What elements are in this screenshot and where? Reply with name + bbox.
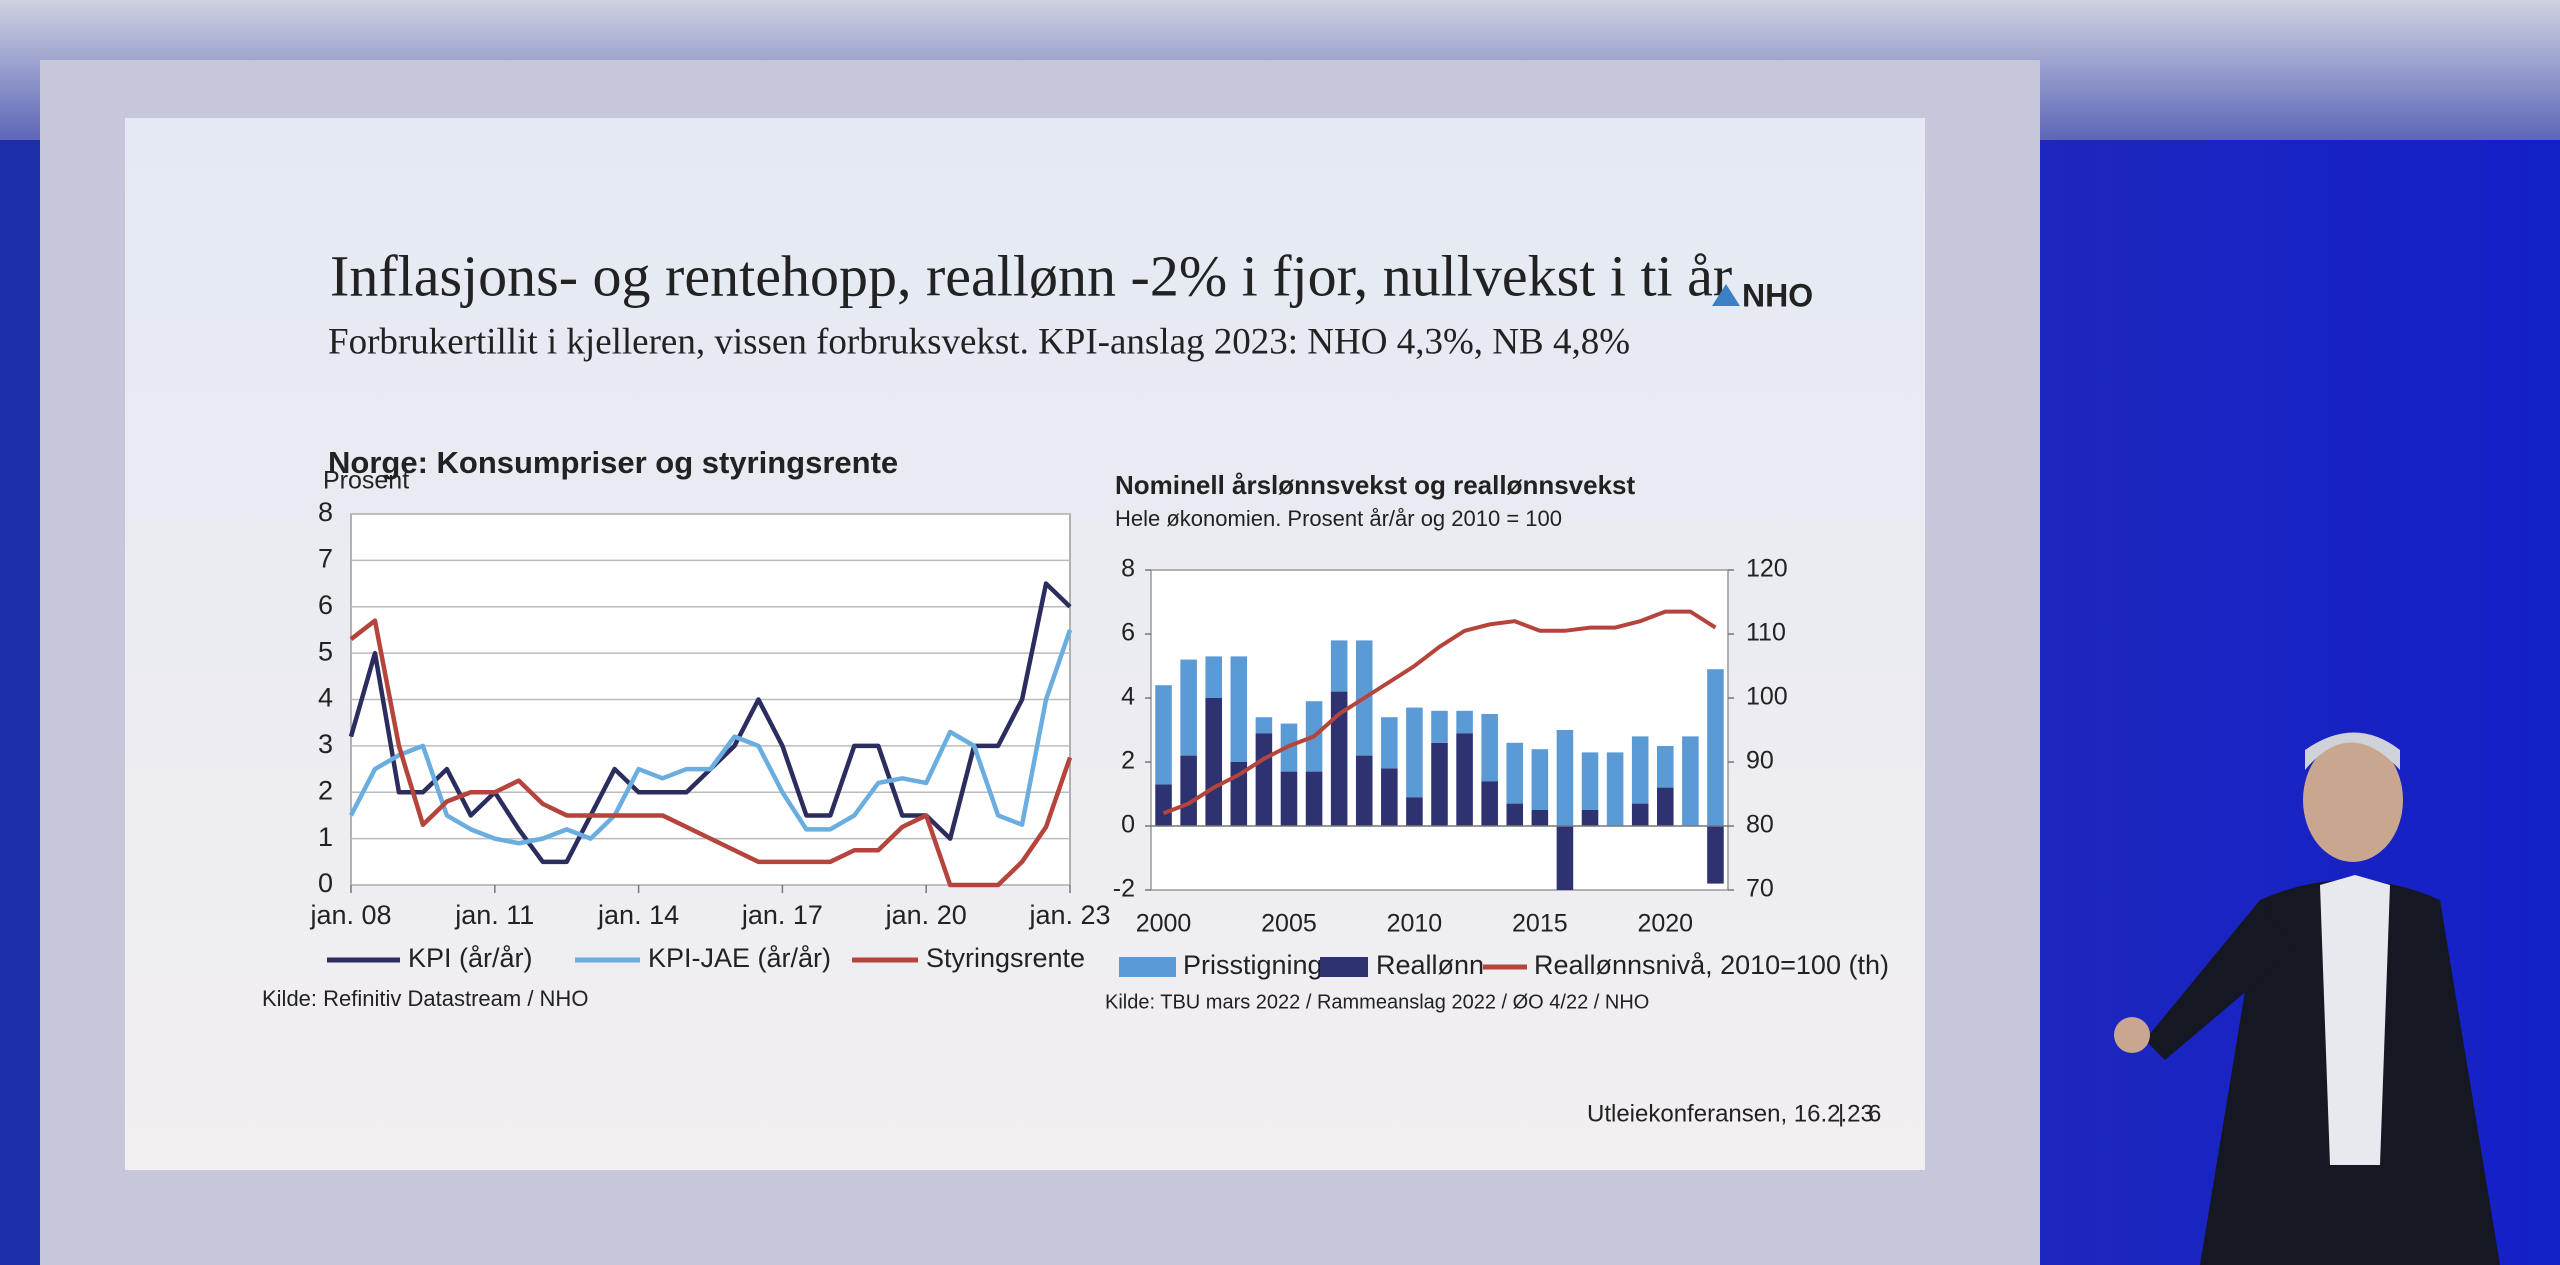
- legend-label: KPI-JAE (år/år): [648, 943, 831, 973]
- logo-icon: [1712, 284, 1740, 306]
- bar: [1481, 781, 1498, 826]
- y2-tick-label: 70: [1746, 875, 1774, 903]
- chart-title: Nominell årslønnsvekst og reallønnsvekst: [1115, 470, 1636, 500]
- x-tick-label: 2015: [1512, 910, 1568, 938]
- legend-label: Reallønnsnivå, 2010=100 (th): [1534, 950, 1889, 980]
- bar: [1230, 656, 1248, 762]
- y-tick-label: 1: [318, 822, 333, 852]
- bar: [1657, 746, 1674, 788]
- bar: [1355, 755, 1373, 826]
- bar: [1581, 810, 1599, 826]
- bar: [1531, 810, 1549, 826]
- y-tick-label: 4: [318, 683, 333, 713]
- footer-separator: |: [1838, 1100, 1844, 1127]
- x-tick-label: jan. 11: [454, 900, 534, 930]
- bar: [1255, 717, 1273, 734]
- bar: [1606, 752, 1624, 826]
- bar: [1305, 771, 1323, 826]
- bar: [1431, 710, 1448, 743]
- y2-tick-label: 90: [1746, 747, 1774, 775]
- y-tick-label: 8: [1121, 555, 1135, 583]
- bar: [1180, 755, 1197, 826]
- legend-label: Prisstigning: [1183, 950, 1323, 980]
- y2-tick-label: 120: [1746, 555, 1788, 583]
- series-line: [349, 629, 1073, 846]
- series-line: [349, 618, 1073, 888]
- bar: [1657, 787, 1674, 826]
- legend-label: Reallønn: [1376, 950, 1484, 980]
- bar: [1381, 768, 1398, 826]
- y-tick-label: -2: [1113, 875, 1135, 903]
- bar: [1406, 707, 1423, 798]
- x-tick-label: jan. 08: [309, 900, 391, 930]
- bar: [1556, 826, 1574, 890]
- legend-swatch: [1320, 957, 1368, 977]
- bar: [1481, 714, 1498, 782]
- x-tick-label: jan. 20: [885, 900, 967, 930]
- bar: [1506, 803, 1524, 826]
- slide-subtitle: Forbrukertillit i kjelleren, vissen forb…: [328, 321, 1630, 362]
- y2-tick-label: 110: [1746, 619, 1786, 647]
- logo: NHO: [1742, 277, 1813, 313]
- bar: [1155, 784, 1172, 826]
- x-tick-label: 2010: [1387, 910, 1443, 938]
- x-tick-label: jan. 23: [1028, 900, 1110, 930]
- x-tick-label: 2020: [1637, 910, 1693, 938]
- source: Kilde: Refinitiv Datastream / NHO: [262, 986, 588, 1011]
- bar: [1456, 733, 1473, 826]
- bar: [1205, 656, 1222, 698]
- y-tick-label: 0: [1121, 811, 1135, 839]
- source: Kilde: TBU mars 2022 / Rammeanslag 2022 …: [1105, 991, 1649, 1013]
- y-tick-label: 0: [318, 868, 333, 898]
- page-number: 6: [1868, 1100, 1881, 1127]
- bar: [1280, 771, 1298, 826]
- bar: [1631, 736, 1649, 804]
- x-tick-label: 2005: [1261, 910, 1317, 938]
- bar: [1205, 698, 1222, 826]
- bar: [1506, 742, 1524, 804]
- bar: [1707, 669, 1724, 826]
- bar: [1330, 640, 1348, 692]
- bar: [1556, 730, 1574, 826]
- bar: [1155, 685, 1172, 785]
- chart-subtitle: Hele økonomien. Prosent år/år og 2010 = …: [1115, 506, 1562, 531]
- series-line: [1162, 609, 1717, 816]
- y-tick-label: 7: [318, 544, 333, 574]
- legend-swatch: [1119, 957, 1176, 977]
- y-tick-label: 3: [318, 729, 333, 759]
- bar: [1707, 826, 1724, 884]
- y2-tick-label: 80: [1746, 811, 1774, 839]
- y-tick-label: 5: [318, 636, 333, 666]
- bar: [1180, 659, 1197, 756]
- footer: Utleiekonferansen, 16.2.23: [1587, 1100, 1874, 1127]
- y-tick-label: 4: [1121, 683, 1135, 711]
- bar: [1531, 749, 1549, 810]
- y-tick-label: 2: [1121, 747, 1135, 775]
- bar: [1381, 717, 1398, 769]
- x-tick-label: 2000: [1136, 910, 1192, 938]
- y-axis-label: Prosent: [323, 467, 409, 495]
- y-tick-label: 6: [318, 590, 333, 620]
- x-tick-label: jan. 14: [597, 900, 679, 930]
- bar: [1431, 742, 1448, 826]
- bar: [1581, 752, 1599, 810]
- legend-label: KPI (år/år): [408, 943, 533, 973]
- x-tick-label: jan. 17: [741, 900, 823, 930]
- y-tick-label: 8: [318, 497, 333, 527]
- bar: [1406, 797, 1423, 826]
- bar: [1456, 710, 1473, 734]
- bar: [1330, 691, 1348, 826]
- chart-title: Norge: Konsumpriser og styringsrente: [328, 445, 898, 480]
- y-tick-label: 2: [318, 775, 333, 805]
- legend-label: Styringsrente: [926, 943, 1085, 973]
- bar: [1682, 736, 1699, 826]
- bar: [1255, 733, 1273, 826]
- bar: [1631, 803, 1649, 826]
- slide-title: Inflasjons- og rentehopp, reallønn -2% i…: [330, 243, 1732, 308]
- y2-tick-label: 100: [1746, 683, 1788, 711]
- y-tick-label: 6: [1121, 619, 1135, 647]
- presenter: [2114, 732, 2500, 1265]
